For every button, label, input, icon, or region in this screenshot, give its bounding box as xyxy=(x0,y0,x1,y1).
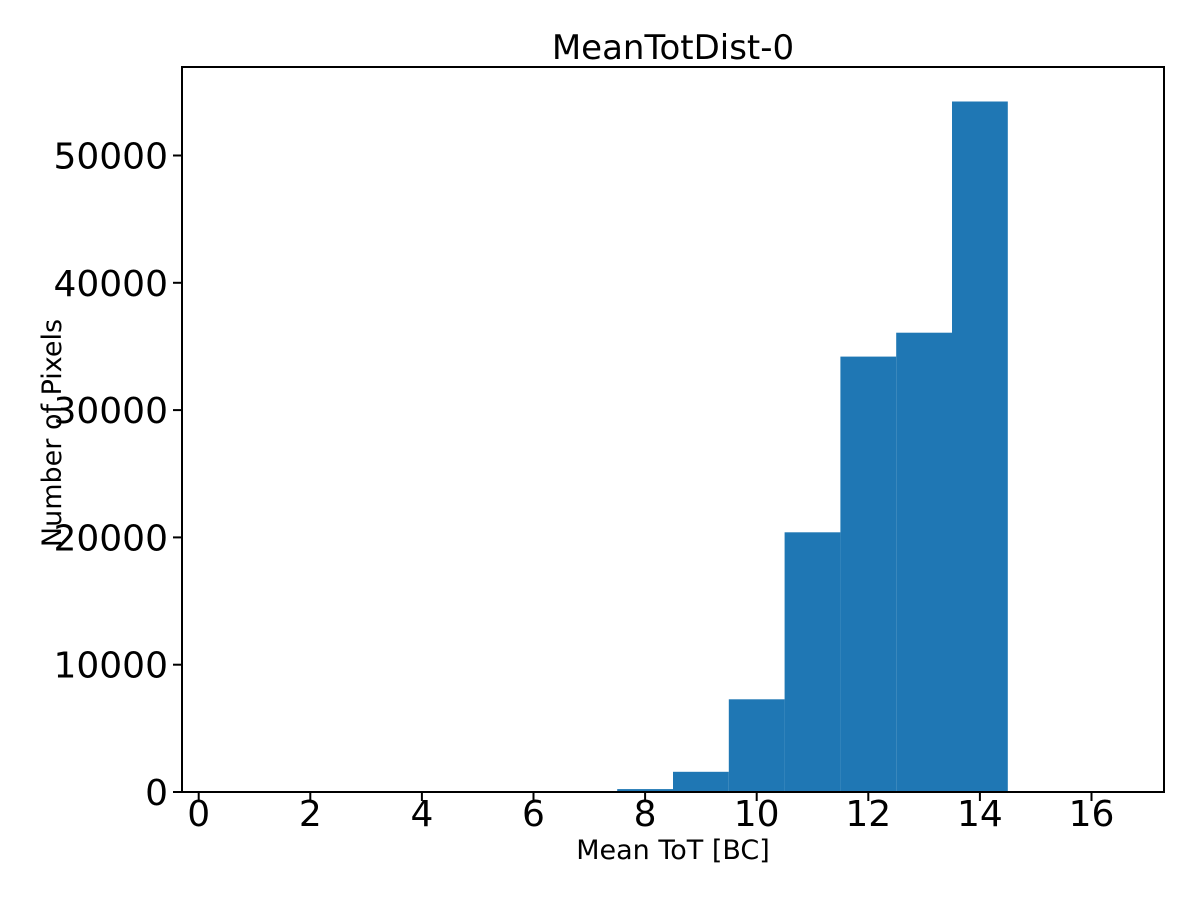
x-tick-label: 6 xyxy=(522,794,545,835)
x-tick-label: 14 xyxy=(957,794,1003,835)
x-tick-label: 10 xyxy=(734,794,780,835)
y-tick-label: 20000 xyxy=(53,518,168,559)
x-tick-label: 16 xyxy=(1069,794,1115,835)
x-tick-label: 2 xyxy=(299,794,322,835)
chart-title: MeanTotDist-0 xyxy=(552,28,794,68)
histogram-bar xyxy=(617,789,673,792)
y-tick-label: 0 xyxy=(145,773,168,814)
tick-labels-group: 0 2 4 6 8 10 12 14 16 0 10000 20000 30000 40000 50000 xyxy=(53,137,1114,836)
y-tick-label: 10000 xyxy=(53,646,168,687)
histogram-bar xyxy=(840,356,897,792)
histogram-bar xyxy=(896,332,952,792)
histogram-bar xyxy=(952,101,1008,792)
histogram-bar xyxy=(728,699,785,792)
x-tick-label: 8 xyxy=(634,794,657,835)
x-tick-label: 0 xyxy=(187,794,210,835)
y-tick-label: 30000 xyxy=(53,391,168,432)
plot-spine xyxy=(181,66,1165,793)
y-tick-label: 40000 xyxy=(53,264,168,305)
x-tick-label: 4 xyxy=(410,794,433,835)
y-axis-label: Number of Pixels xyxy=(37,319,68,547)
x-tick-label: 12 xyxy=(845,794,891,835)
histogram-bar xyxy=(784,532,841,792)
y-tick-label: 50000 xyxy=(53,137,168,178)
histogram-bar xyxy=(673,771,729,792)
bars-group xyxy=(617,101,1008,792)
axes-group xyxy=(173,66,1165,801)
x-axis-label: Mean ToT [BC] xyxy=(576,835,770,866)
